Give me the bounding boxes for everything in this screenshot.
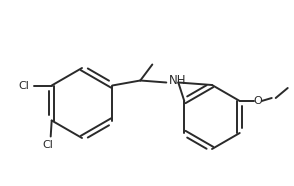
Text: NH: NH: [169, 74, 187, 87]
Text: O: O: [253, 96, 262, 106]
Text: Cl: Cl: [19, 81, 30, 91]
Text: Cl: Cl: [42, 140, 53, 150]
